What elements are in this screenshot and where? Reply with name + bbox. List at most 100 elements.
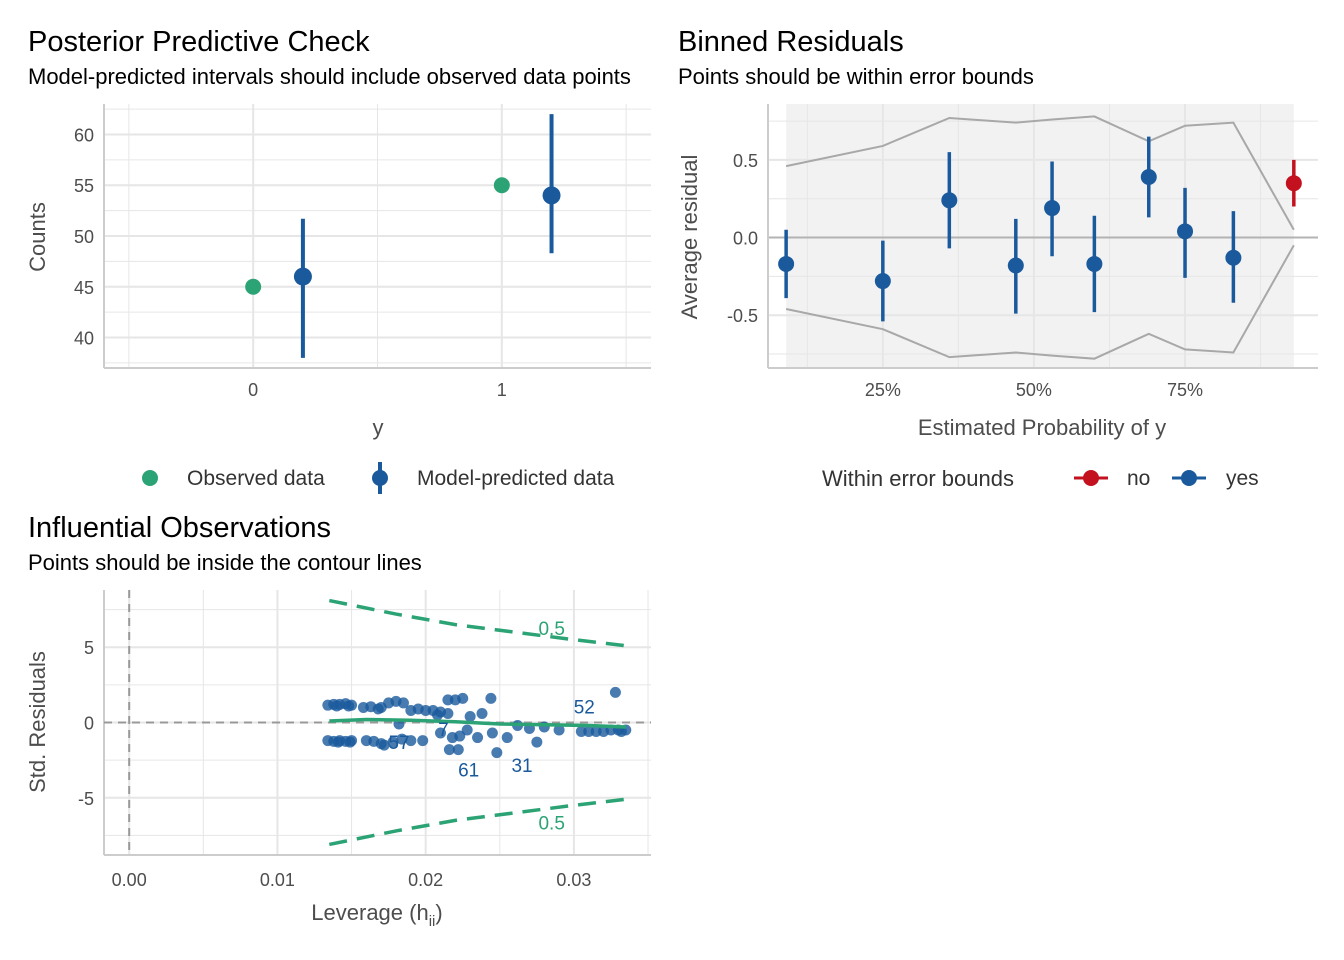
- error-bound-shading: [786, 104, 1294, 368]
- observation-point: [417, 735, 429, 747]
- influence-x-axis-label-sub: ii: [429, 913, 436, 930]
- influence-y-tick-label: 5: [84, 638, 94, 658]
- predicted-point: [542, 186, 561, 205]
- binned-subtitle: Points should be within error bounds: [678, 64, 1034, 89]
- upper-error-bound: [785, 115, 1295, 231]
- observation-point: [531, 736, 543, 748]
- ppc-tick-labels: 40 45 50 55 60 0 1: [74, 125, 507, 400]
- legend-observed-swatch: [142, 470, 158, 486]
- influence-subtitle: Points should be inside the contour line…: [28, 550, 422, 575]
- ppc-y-tick-label: 55: [74, 176, 94, 196]
- legend-title: Within error bounds: [822, 466, 1014, 491]
- observation-point: [476, 707, 488, 719]
- influence-y-axis-label: Std. Residuals: [25, 651, 50, 793]
- observation-point: [343, 700, 355, 712]
- loess-smooth-line: [329, 717, 626, 729]
- observation-point: [442, 707, 454, 719]
- ppc-y-tick-label: 45: [74, 278, 94, 298]
- observation-point: [491, 747, 503, 759]
- binned-y-tick-label: 0.5: [733, 151, 758, 171]
- observation-point: [452, 744, 464, 756]
- influence-x-axis-label: Leverage (hii): [311, 900, 442, 930]
- ppc-marks: [245, 114, 561, 358]
- observation-point: [485, 692, 497, 704]
- ppc-x-axis-label: y: [373, 415, 384, 440]
- ppc-y-tick-label: 50: [74, 227, 94, 247]
- observation-point: [331, 700, 343, 712]
- ppc-y-tick-label: 40: [74, 329, 94, 349]
- influence-x-tick-label: 0.03: [556, 870, 591, 890]
- observation-point: [378, 739, 390, 751]
- influence-gridlines: [103, 590, 651, 856]
- ppc-legend: Observed data Model-predicted data: [142, 462, 615, 494]
- ppc-title: Posterior Predictive Check: [28, 26, 370, 58]
- binned-x-axis-label: Estimated Probability of y: [918, 415, 1166, 440]
- observation-point: [332, 736, 344, 748]
- observation-id-label: 52: [574, 697, 595, 718]
- binned-x-tick-label: 25%: [865, 380, 901, 400]
- binned-y-tick-label: -0.5: [727, 306, 758, 326]
- residual-point: [874, 273, 891, 290]
- influence-x-tick-label: 0.01: [260, 870, 295, 890]
- residual-point: [1086, 255, 1103, 272]
- legend-yes-swatch: [1181, 470, 1197, 486]
- observation-id-label: 7: [438, 720, 449, 741]
- influence-panel: Influential Observations Points should b…: [25, 512, 651, 930]
- influence-x-axis-label-close: ): [435, 900, 442, 925]
- ppc-y-tick-label: 60: [74, 125, 94, 145]
- residual-point: [1044, 200, 1061, 217]
- influence-x-tick-label: 0.02: [408, 870, 443, 890]
- binned-legend: Within error bounds no yes: [822, 466, 1259, 491]
- binned-tick-labels: -0.5 0.0 0.5 25% 50% 75%: [727, 151, 1203, 400]
- observation-point: [457, 692, 469, 704]
- residual-point: [1007, 257, 1024, 274]
- influence-marks: 0.5 0.5 52 57 7 61 31: [322, 598, 632, 847]
- observation-id-label: 61: [458, 761, 479, 782]
- ppc-subtitle: Model-predicted intervals should include…: [28, 64, 631, 89]
- observation-point: [405, 735, 417, 747]
- binned-title: Binned Residuals: [678, 26, 904, 58]
- legend-observed-label: Observed data: [187, 467, 325, 490]
- observation-point: [454, 730, 466, 742]
- predicted-point: [293, 267, 312, 286]
- binned-panel: Binned Residuals Points should be within…: [677, 26, 1318, 491]
- binned-y-tick-label: 0.0: [733, 229, 758, 249]
- observation-point: [372, 703, 384, 715]
- ppc-gridlines: [103, 104, 651, 369]
- observation-point: [615, 726, 627, 738]
- ppc-panel: Posterior Predictive Check Model-predict…: [25, 26, 651, 494]
- lower-error-bound: [785, 244, 1295, 360]
- legend-no-label: no: [1127, 467, 1150, 490]
- residual-point: [778, 255, 795, 272]
- observation-point: [553, 724, 565, 736]
- residual-point: [1140, 168, 1157, 185]
- ppc-x-tick-label: 0: [248, 380, 258, 400]
- observation-point: [472, 732, 484, 744]
- observation-point: [396, 733, 408, 745]
- legend-yes-label: yes: [1226, 467, 1259, 490]
- observation-point: [397, 697, 409, 709]
- legend-predicted-label: Model-predicted data: [417, 467, 615, 490]
- influence-y-tick-label: 0: [84, 714, 94, 734]
- observation-point: [609, 686, 621, 698]
- residual-point: [1225, 249, 1242, 266]
- observation-id-label: 57: [388, 733, 409, 754]
- observation-point: [461, 724, 473, 736]
- influence-tick-labels: -5 0 5 0.00 0.01 0.02 0.03: [78, 638, 591, 890]
- upper-cooks-contour: [328, 598, 627, 648]
- lower-cooks-contour: [328, 797, 627, 847]
- observation-point: [464, 710, 476, 722]
- lower-contour-label: 0.5: [538, 813, 564, 834]
- binned-x-tick-label: 75%: [1167, 380, 1203, 400]
- observation-point: [435, 727, 447, 739]
- upper-contour-label: 0.5: [538, 619, 564, 640]
- residual-point: [941, 192, 958, 209]
- legend-no-swatch: [1083, 470, 1099, 486]
- observation-point: [387, 736, 399, 748]
- influence-x-tick-label: 0.00: [112, 870, 147, 890]
- legend-predicted-swatch: [372, 470, 388, 486]
- binned-y-axis-label: Average residual: [677, 155, 702, 320]
- residual-point: [1177, 223, 1194, 240]
- observation-point: [486, 727, 498, 739]
